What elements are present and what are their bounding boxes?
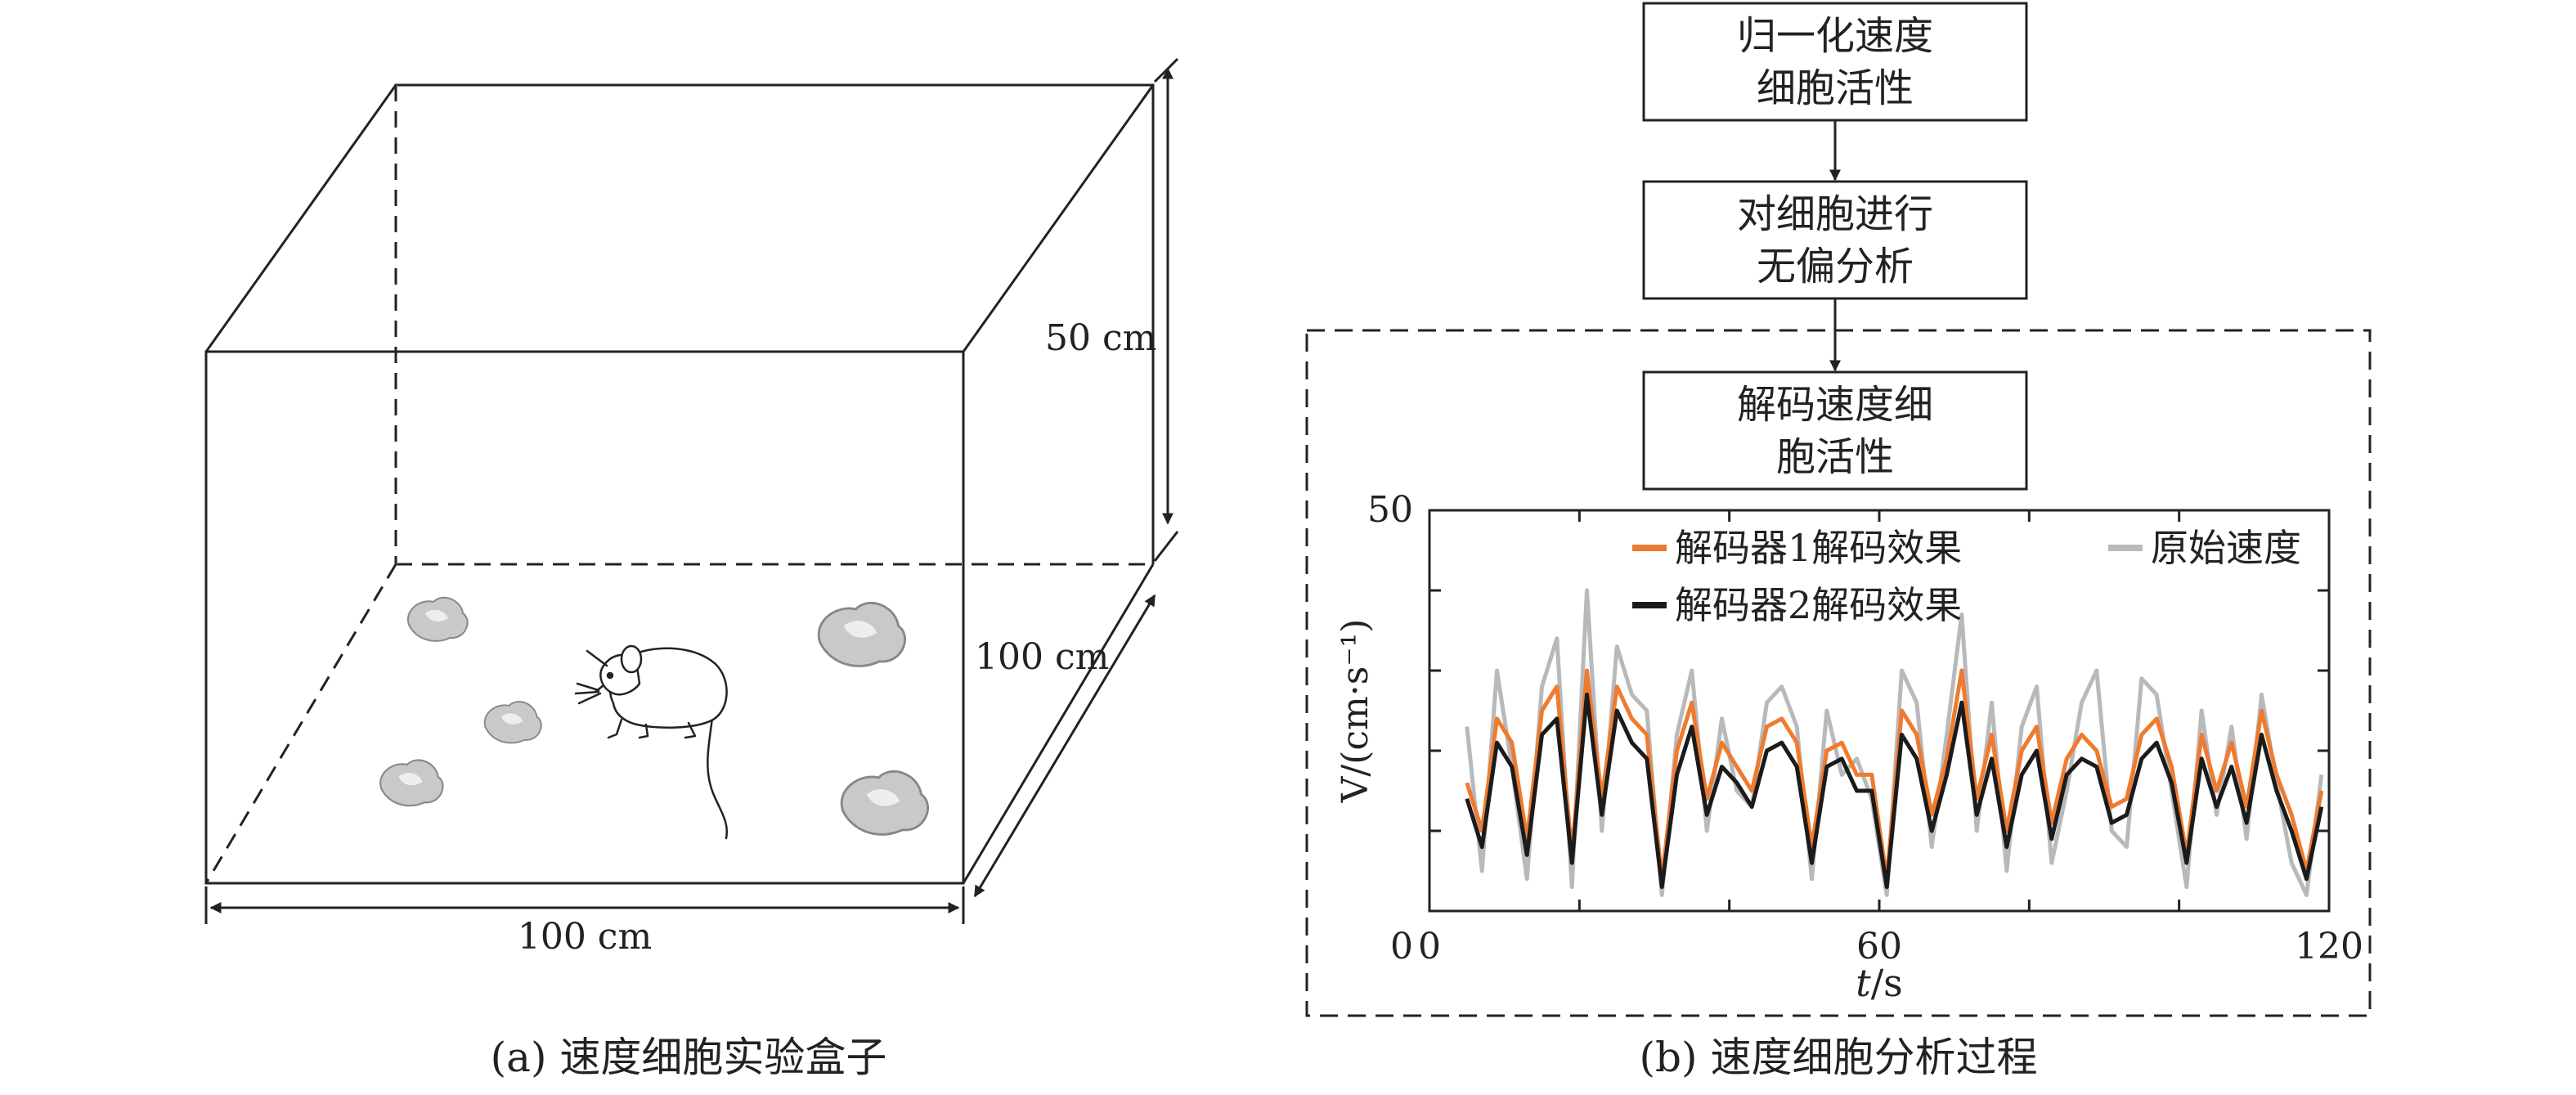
tick-labels: 0 60 120 0 50 <box>1367 489 2363 967</box>
flow-boxes <box>1642 2 2028 491</box>
legend-label: 原始速度 <box>2151 526 2301 570</box>
y-axis-label: V/(cm·s⁻¹) <box>1335 619 1376 804</box>
rock-objects <box>379 596 929 836</box>
flow-box-1-line-1: 归一化速度 <box>1737 13 1933 59</box>
height-ext-top <box>1153 57 1179 83</box>
height-label: 50 cm <box>1045 317 1156 359</box>
height-ext-bottom <box>1153 531 1179 562</box>
series-line-decoder-2 <box>1465 692 2324 890</box>
flow-box-2-line-2: 无偏分析 <box>1757 244 1914 289</box>
caption-b: (b) 速度细胞分析过程 <box>1640 1034 2038 1081</box>
axis-ticks <box>1429 510 2329 911</box>
flow-box-2-line-1: 对细胞进行 <box>1737 191 1933 237</box>
box-depth-edge <box>204 84 397 352</box>
flow-box-2 <box>1642 180 2028 300</box>
y-tick-label: 50 <box>1367 489 1413 531</box>
flow-box-3 <box>1642 370 2028 491</box>
y-tick-label: 0 <box>1390 926 1413 967</box>
series-layer <box>1465 588 2324 897</box>
decoding-dashed-frame <box>1305 329 2372 1017</box>
rock-icon <box>817 601 906 667</box>
rock-icon <box>840 770 929 836</box>
flow-box-3-line-2: 胞活性 <box>1776 434 1894 480</box>
flow-box-3-line-1: 解码速度细 <box>1737 382 1933 428</box>
legend-label: 解码器1解码效果 <box>1675 526 1962 570</box>
depth-label: 100 cm <box>975 636 1109 678</box>
x-tick-label: 60 <box>1856 926 1902 967</box>
box-depth-edge <box>962 563 1155 884</box>
dimension-arrows <box>204 57 1179 924</box>
depth-dimension-arrow <box>973 594 1156 898</box>
box-hidden-depth-edge <box>204 563 397 884</box>
experiment-box <box>204 83 1155 885</box>
box-depth-edge <box>962 84 1155 352</box>
rock-icon <box>406 596 469 642</box>
rock-icon <box>379 759 444 807</box>
legend-label: 解码器2解码效果 <box>1675 583 1962 627</box>
flow-box-1 <box>1642 2 2028 122</box>
width-label: 100 cm <box>518 916 652 958</box>
flow-box-1-line-2: 细胞活性 <box>1757 65 1914 111</box>
box-back-solid-edges <box>394 83 1155 564</box>
x-tick-label: 0 <box>1418 926 1441 967</box>
rat-icon <box>574 644 729 840</box>
box-front-face <box>204 350 965 885</box>
caption-a: (a) 速度细胞实验盒子 <box>491 1034 887 1081</box>
x-tick-label: 120 <box>2295 926 2363 967</box>
rock-icon <box>483 701 542 744</box>
x-axis-label: t/s <box>1856 961 1903 1005</box>
